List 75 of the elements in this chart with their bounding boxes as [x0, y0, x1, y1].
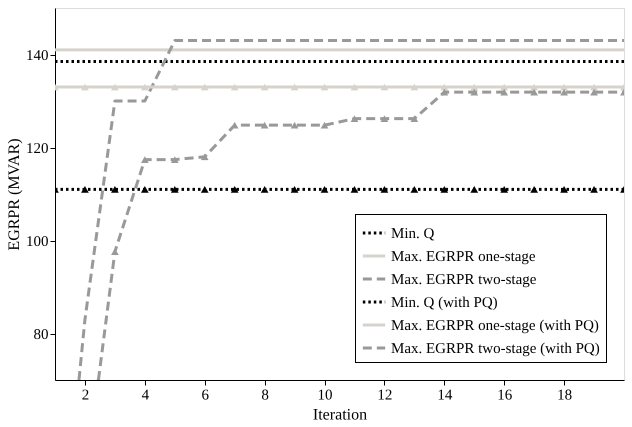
point — [440, 88, 448, 96]
point — [500, 186, 508, 193]
x-tick-label: 10 — [318, 388, 333, 404]
x-tick-label: 2 — [82, 388, 90, 404]
line-series — [94, 88, 624, 380]
point — [560, 84, 568, 90]
point — [111, 84, 119, 90]
point — [170, 186, 179, 193]
point — [200, 186, 209, 193]
point — [380, 84, 388, 90]
point — [260, 84, 269, 90]
point — [500, 88, 508, 96]
point — [440, 186, 448, 193]
point — [500, 84, 508, 90]
point — [560, 186, 568, 193]
legend-label: Max. EGRPR two-stage (with PQ) — [391, 341, 600, 357]
point — [470, 186, 478, 193]
point — [111, 248, 119, 256]
point — [380, 115, 388, 122]
point — [590, 88, 598, 96]
point — [470, 88, 478, 96]
x-tick-label: 14 — [437, 388, 453, 404]
y-tick-label: 120 — [26, 141, 48, 157]
legend-label: Min. Q (with PQ) — [391, 295, 498, 311]
x-tick-label: 18 — [557, 388, 572, 404]
point — [320, 122, 328, 129]
point — [320, 186, 328, 193]
point — [290, 186, 298, 193]
point — [410, 84, 418, 90]
point — [170, 156, 179, 163]
y-tick-label: 140 — [26, 48, 48, 64]
point — [350, 84, 358, 90]
x-tick-label: 6 — [201, 388, 210, 404]
point — [380, 186, 388, 193]
point — [350, 115, 358, 122]
point — [290, 84, 298, 90]
point — [200, 84, 209, 90]
point — [530, 186, 538, 193]
y-tick-label: 80 — [34, 327, 48, 343]
point — [410, 115, 418, 122]
point — [560, 88, 568, 96]
point — [530, 88, 538, 96]
x-tick-label: 8 — [261, 388, 269, 404]
point — [470, 84, 478, 90]
point — [290, 122, 298, 129]
point — [260, 122, 269, 129]
point — [530, 84, 538, 90]
point — [81, 84, 89, 90]
point — [170, 84, 179, 90]
point — [111, 186, 119, 193]
y-tick-label: 100 — [26, 234, 48, 250]
point — [260, 186, 269, 193]
legend-label: Max. EGRPR two-stage — [391, 272, 537, 288]
line-series — [77, 39, 624, 380]
point — [200, 153, 209, 160]
x-axis-title: Iteration — [312, 406, 368, 424]
legend-label: Max. EGRPR one-stage — [391, 249, 536, 265]
point — [440, 84, 448, 90]
point — [590, 84, 598, 90]
legend-label: Max. EGRPR one-stage (with PQ) — [391, 318, 599, 334]
y-axis-title: EGRPR (MVAR) — [6, 138, 23, 251]
point — [230, 186, 239, 193]
legend-label: Min. Q — [391, 226, 435, 242]
point — [320, 84, 328, 90]
x-tick-label: 4 — [142, 388, 150, 404]
point — [230, 84, 239, 90]
x-tick-label: 12 — [377, 388, 392, 404]
point — [590, 186, 598, 193]
point — [350, 186, 358, 193]
point — [140, 186, 149, 193]
point — [410, 186, 418, 193]
x-tick-label: 16 — [497, 388, 513, 404]
point — [140, 84, 149, 90]
point — [140, 156, 149, 163]
point — [81, 186, 89, 193]
